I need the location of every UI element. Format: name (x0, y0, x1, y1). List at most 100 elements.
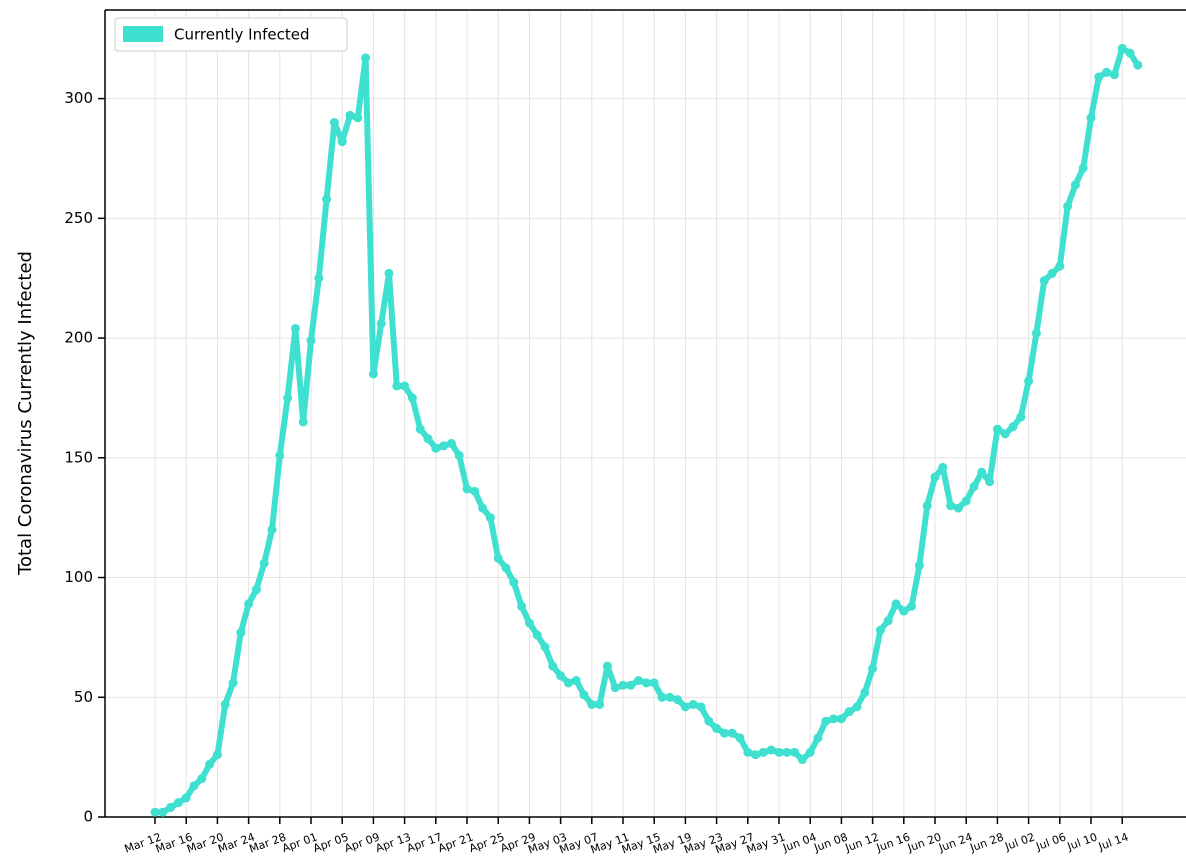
data-point (907, 601, 917, 611)
data-point (1094, 72, 1104, 82)
data-point (376, 319, 386, 329)
data-point (875, 625, 885, 635)
data-point (766, 745, 776, 755)
data-point (1125, 48, 1135, 58)
data-point (992, 424, 1002, 434)
data-point (197, 774, 207, 784)
data-point (1078, 163, 1088, 173)
x-tick-label: Jul 02 (1002, 830, 1036, 853)
data-point (844, 707, 854, 717)
data-point (618, 680, 628, 690)
data-point (977, 467, 987, 477)
y-axis-label: Total Coronavirus Currently Infected (15, 251, 36, 576)
data-point (938, 462, 948, 472)
y-tick-label: 100 (64, 568, 93, 586)
y-tick-label: 50 (74, 688, 93, 706)
data-point (384, 268, 394, 278)
data-point (392, 381, 402, 391)
x-tick-label: Jul 10 (1065, 830, 1099, 853)
data-point (626, 680, 636, 690)
data-point (680, 702, 690, 712)
data-point (189, 781, 199, 791)
data-point (883, 616, 893, 626)
data-point (891, 599, 901, 609)
data-point (462, 484, 472, 494)
data-point (805, 747, 815, 757)
data-point (852, 702, 862, 712)
data-point (1109, 70, 1119, 80)
data-point (556, 671, 566, 681)
data-point (743, 747, 753, 757)
data-point (758, 747, 768, 757)
data-point (634, 676, 644, 686)
data-point (267, 525, 277, 535)
data-point (548, 661, 558, 671)
data-point (454, 450, 464, 460)
data-point (946, 501, 956, 511)
y-tick-label: 0 (83, 808, 93, 826)
data-point (368, 369, 378, 379)
data-point (649, 678, 659, 688)
data-point (641, 678, 651, 688)
data-point (868, 664, 878, 674)
data-point (751, 750, 761, 760)
data-point (517, 601, 527, 611)
data-point (493, 553, 503, 563)
data-point (181, 793, 191, 803)
legend-label: Currently Infected (174, 26, 309, 44)
data-point (1039, 276, 1049, 286)
data-point (205, 759, 215, 769)
data-point (563, 678, 573, 688)
data-point (314, 273, 324, 283)
data-point (719, 728, 729, 738)
data-point (1070, 180, 1080, 190)
data-point (524, 618, 534, 628)
data-point (797, 755, 807, 765)
data-point (836, 714, 846, 724)
data-point (1117, 43, 1127, 53)
data-point (275, 450, 285, 460)
data-point (322, 194, 332, 204)
data-point (290, 323, 300, 333)
data-point (813, 733, 823, 743)
data-point (306, 335, 316, 345)
data-point (727, 728, 737, 738)
data-point (595, 699, 605, 709)
legend: Currently Infected (114, 17, 348, 52)
data-point (930, 472, 940, 482)
data-point (829, 714, 839, 724)
data-point (353, 113, 363, 123)
data-point (1063, 201, 1073, 211)
data-point (1016, 412, 1026, 422)
data-point (485, 513, 495, 523)
data-point (283, 393, 293, 403)
data-point (712, 723, 722, 733)
data-point (150, 807, 160, 817)
data-point (1024, 376, 1034, 386)
data-point (173, 798, 183, 808)
data-point (1133, 60, 1143, 70)
data-point (540, 642, 550, 652)
data-point (1086, 113, 1096, 123)
data-point (985, 477, 995, 487)
data-point (922, 501, 932, 511)
data-point (587, 699, 597, 709)
x-tick-label: Jun 28 (967, 830, 1005, 854)
data-point (158, 807, 168, 817)
data-point (774, 747, 784, 757)
data-point (735, 733, 745, 743)
data-point (298, 417, 308, 427)
data-point (1102, 67, 1112, 77)
data-point (665, 692, 675, 702)
data-point (579, 690, 589, 700)
data-point (431, 443, 441, 453)
data-point (509, 577, 519, 587)
data-point (329, 118, 339, 128)
data-point (571, 676, 581, 686)
data-point (407, 393, 417, 403)
data-point (439, 441, 449, 451)
data-point (345, 110, 355, 120)
legend-swatch (123, 26, 163, 42)
data-point (790, 747, 800, 757)
data-point (1008, 422, 1018, 432)
